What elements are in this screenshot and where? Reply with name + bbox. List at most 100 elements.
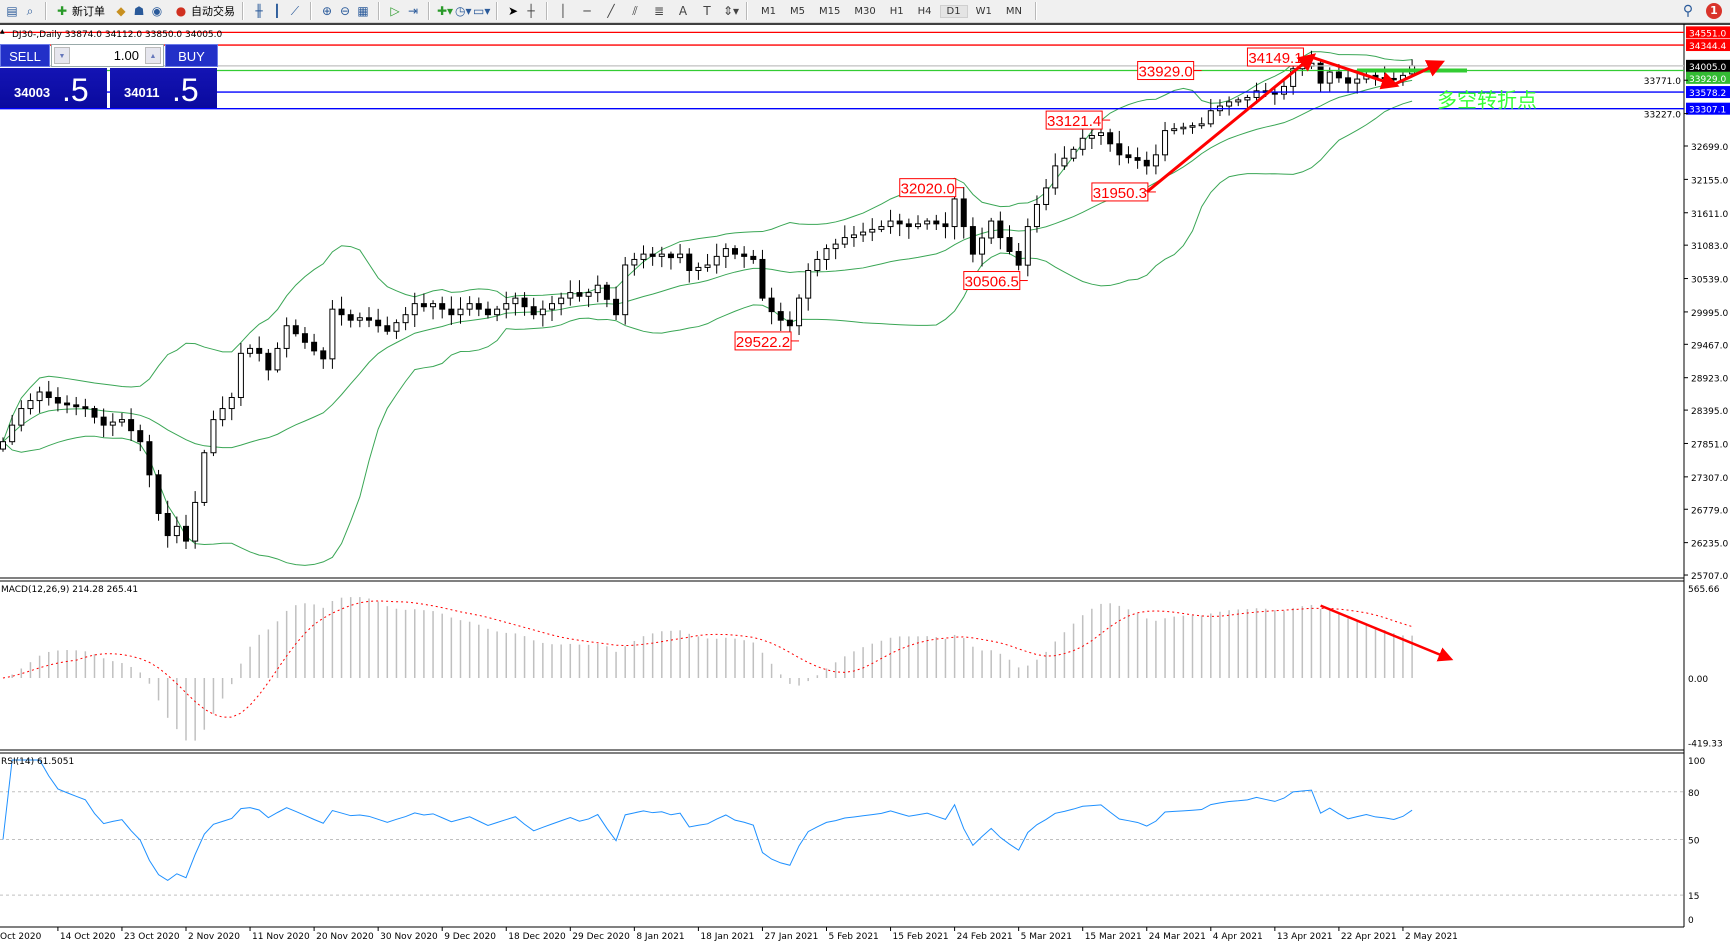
candle-body xyxy=(686,253,693,271)
candle-body xyxy=(887,220,894,228)
macd-plot[interactable] xyxy=(2,597,1454,741)
candle xyxy=(347,309,354,328)
candle xyxy=(375,308,382,333)
candle-body xyxy=(91,408,98,418)
price-plot[interactable] xyxy=(0,50,1416,566)
text-label-icon[interactable]: T xyxy=(703,4,711,18)
timeframe-m30[interactable]: M30 xyxy=(854,5,876,17)
price-line-label: 33307.1 xyxy=(1689,106,1726,116)
fibonacci-icon[interactable]: ≣ xyxy=(653,4,665,18)
candle xyxy=(677,244,684,264)
new-chart-icon[interactable]: ▤ xyxy=(6,4,18,18)
candle xyxy=(667,251,674,270)
cursor-icon[interactable]: ➤ xyxy=(507,4,519,18)
buy-button[interactable]: BUY xyxy=(165,44,218,67)
candle xyxy=(484,301,491,319)
candle-body xyxy=(585,292,592,297)
buy-price-button[interactable]: 34011 .5 xyxy=(110,68,217,108)
zoom-in-icon[interactable]: ⊕ xyxy=(321,4,333,18)
candle xyxy=(539,300,546,327)
trendline-icon[interactable]: ╱ xyxy=(607,4,615,18)
search-icon[interactable]: ⚲ xyxy=(1682,3,1694,19)
auto-trading-button[interactable]: ● 自动交易 xyxy=(169,1,239,21)
candle xyxy=(722,243,729,268)
signals-icon[interactable]: ◉ xyxy=(151,4,163,18)
candle xyxy=(237,342,244,406)
sell-button[interactable]: SELL xyxy=(0,44,50,67)
candle-body xyxy=(558,297,565,305)
candle-body xyxy=(1015,250,1022,266)
candle xyxy=(1326,67,1333,92)
lot-size-input[interactable]: 1.00 xyxy=(113,48,139,63)
candle xyxy=(860,222,867,242)
candle xyxy=(1409,59,1416,76)
lot-increase-button[interactable]: ▲ xyxy=(145,47,161,64)
timeframe-h1[interactable]: H1 xyxy=(889,5,904,17)
collapse-triangle-icon[interactable]: ▲ xyxy=(0,28,5,35)
navigator-icon[interactable]: ☗ xyxy=(133,4,145,18)
horizontal-line-icon[interactable]: ─ xyxy=(583,4,591,18)
price-label: 30506.5 xyxy=(965,274,1019,291)
time-tick-label: 30 Nov 2020 xyxy=(380,932,438,942)
timeframe-mn[interactable]: MN xyxy=(1005,5,1022,17)
arrows-icon[interactable]: ⇕▾ xyxy=(723,4,740,18)
auto-trading-label: 自动交易 xyxy=(191,5,235,18)
periods-icon[interactable]: ◷▾ xyxy=(455,4,472,18)
price-label-box xyxy=(899,178,957,198)
autoscroll-icon[interactable]: ▷ xyxy=(390,4,400,18)
candle xyxy=(814,250,821,277)
candle xyxy=(430,300,437,320)
zoom-out-icon[interactable]: ⊖ xyxy=(339,4,351,18)
time-tick-label: 8 Jan 2021 xyxy=(636,932,684,942)
candle xyxy=(832,238,839,260)
new-order-button[interactable]: ✚ 新订单 xyxy=(50,1,109,21)
crosshair-icon[interactable]: ┼ xyxy=(527,4,535,18)
candle xyxy=(18,400,25,432)
timeframe-w1[interactable]: W1 xyxy=(975,5,992,17)
price-label: 31950.3 xyxy=(1093,185,1147,202)
candle-body xyxy=(109,421,116,426)
candle xyxy=(73,396,80,416)
candle xyxy=(338,296,345,326)
metaeditor-icon[interactable]: ◆ xyxy=(116,4,126,18)
timeframe-m15[interactable]: M15 xyxy=(819,5,841,17)
timeframe-d1[interactable]: D1 xyxy=(939,4,968,18)
timeframe-m1[interactable]: M1 xyxy=(761,5,776,17)
candle xyxy=(100,408,107,438)
timeframe-m5[interactable]: M5 xyxy=(790,5,805,17)
candle xyxy=(640,245,647,269)
candle-body xyxy=(0,441,6,450)
candle-body xyxy=(301,333,308,343)
candle-body xyxy=(18,408,25,426)
sell-price-button[interactable]: 34003 .5 xyxy=(0,68,107,108)
candle xyxy=(1189,122,1196,134)
rsi-title: RSI(14) 61.5051 xyxy=(1,757,74,767)
profiles-icon[interactable]: ⌕ xyxy=(26,4,34,18)
candle xyxy=(393,319,400,339)
tile-windows-icon[interactable]: ▦ xyxy=(357,4,369,18)
bar-chart-icon[interactable]: ╫ xyxy=(255,4,263,18)
candle-body xyxy=(137,430,144,443)
candle-body xyxy=(402,314,409,324)
candle-body xyxy=(219,408,226,421)
lot-decrease-button[interactable]: ▼ xyxy=(54,47,70,64)
line-chart-icon[interactable]: ⟋ xyxy=(290,4,300,18)
candle-body xyxy=(228,397,235,410)
candle-body xyxy=(805,269,812,299)
vertical-line-icon[interactable]: │ xyxy=(559,4,567,18)
chart-shift-icon[interactable]: ⇥ xyxy=(407,4,419,18)
timeframe-h4[interactable]: H4 xyxy=(917,5,932,17)
price-tick-label: 31083.0 xyxy=(1691,242,1728,252)
templates-icon[interactable]: ▭▾ xyxy=(473,4,491,18)
rsi-plot[interactable] xyxy=(0,759,1684,896)
candle xyxy=(613,286,620,321)
indicators-icon[interactable]: ✚▾ xyxy=(437,4,454,18)
equidistant-channel-icon[interactable]: ⫽ xyxy=(632,4,638,18)
text-icon[interactable]: A xyxy=(678,4,688,18)
lot-size-stepper[interactable]: ▼ 1.00 ▲ xyxy=(51,44,164,67)
notification-icon[interactable]: 1 xyxy=(1706,3,1722,19)
candlestick-icon[interactable]: ┃ xyxy=(273,4,281,18)
time-tick-label: 24 Feb 2021 xyxy=(957,932,1013,942)
candle xyxy=(329,300,336,369)
